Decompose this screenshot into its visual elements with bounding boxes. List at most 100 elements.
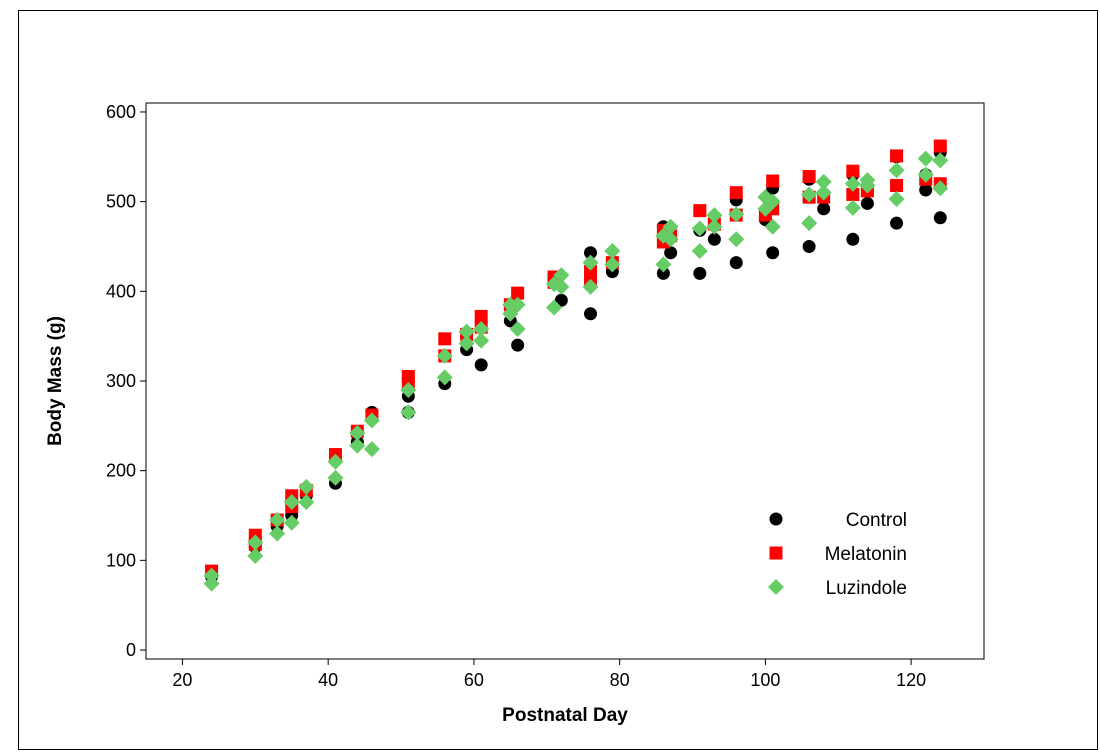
scatter-chart: 20 40 60 80 100 120 0 100 200 300 400 500 600 Contr… (45, 102, 985, 726)
luzindole-point (655, 256, 672, 273)
luzindole-point (691, 242, 708, 259)
luzindole-point (764, 218, 781, 235)
luzindole-point (728, 231, 745, 248)
luzindole-point (247, 547, 264, 564)
y-tick-label: 100 (106, 550, 136, 570)
melatonin-point (511, 286, 525, 300)
luzindole-point (298, 478, 315, 495)
luzindole-point (502, 305, 519, 322)
luzindole-point (436, 347, 453, 364)
legend-marker-control (769, 512, 783, 526)
legend-marker-melatonin (769, 546, 783, 560)
luzindole-point (436, 369, 453, 386)
luzindole-point (349, 437, 366, 454)
luzindole-point (728, 206, 745, 223)
legend-marker-luzindole (768, 579, 784, 595)
control-point (890, 216, 904, 230)
luzindole-point (917, 166, 934, 183)
y-tick-label: 200 (106, 461, 136, 481)
luzindole-point (801, 186, 818, 203)
y-tick-label: 600 (106, 102, 136, 122)
x-axis-title: Postnatal Day (502, 705, 628, 726)
luzindole-point (363, 441, 380, 458)
luzindole-point (706, 207, 723, 224)
y-axis: 0 100 200 300 400 500 600 (106, 102, 146, 660)
melatonin-point (438, 332, 452, 346)
melatonin-point (729, 186, 743, 200)
control-point (474, 358, 488, 372)
melatonin-point (474, 309, 488, 323)
melatonin-point (890, 149, 904, 163)
luzindole-point (706, 218, 723, 235)
luzindole-point (203, 575, 220, 592)
melatonin-point (890, 179, 904, 193)
control-point (656, 266, 670, 280)
luzindole-point (662, 218, 679, 235)
luzindole-point (582, 278, 599, 295)
luzindole-point (764, 193, 781, 210)
x-axis: 20 40 60 80 100 120 (172, 659, 926, 690)
x-tick-label: 60 (464, 670, 484, 690)
luzindole-point (247, 534, 264, 551)
melatonin-point (766, 174, 780, 188)
luzindole-point (604, 256, 621, 273)
luzindole-point (691, 220, 708, 237)
control-point (919, 183, 933, 197)
luzindole-point (327, 453, 344, 470)
luzindole-point (269, 525, 286, 542)
control-point (707, 232, 721, 246)
luzindole-point (859, 172, 876, 189)
luzindole-point (400, 381, 417, 398)
control-point (933, 211, 947, 225)
data-markers (203, 139, 949, 592)
luzindole-point (473, 332, 490, 349)
control-point (729, 256, 743, 270)
y-tick-label: 300 (106, 371, 136, 391)
luzindole-point (553, 278, 570, 295)
plot-area (145, 102, 985, 660)
control-point (846, 232, 860, 246)
control-point (664, 246, 678, 260)
luzindole-point (917, 150, 934, 167)
luzindole-point (888, 190, 905, 207)
y-tick-label: 400 (106, 281, 136, 301)
y-axis-title: Body Mass (g) (45, 316, 66, 446)
luzindole-point (203, 567, 220, 584)
luzindole-point (553, 267, 570, 284)
luzindole-point (546, 299, 563, 316)
x-tick-label: 20 (172, 670, 192, 690)
melatonin-point (846, 164, 860, 178)
luzindole-point (604, 242, 621, 259)
luzindole-point (349, 425, 366, 442)
y-tick-label: 500 (106, 192, 136, 212)
luzindole-point (473, 320, 490, 337)
melatonin-point (846, 187, 860, 201)
melatonin-point (401, 370, 415, 384)
melatonin-point (933, 139, 947, 153)
luzindole-point (932, 180, 949, 197)
legend-label-melatonin: Melatonin (825, 544, 907, 565)
luzindole-point (298, 494, 315, 511)
luzindole-point (815, 184, 832, 201)
legend: Control Melatonin Luzindole (768, 510, 907, 599)
control-point (860, 196, 874, 210)
legend-label-luzindole: Luzindole (826, 578, 907, 599)
control-point (817, 202, 831, 216)
control-point (584, 246, 598, 260)
luzindole-point (888, 162, 905, 179)
control-point (766, 246, 780, 260)
luzindole-point (269, 512, 286, 528)
luzindole-point (801, 215, 818, 232)
luzindole-point (932, 152, 949, 169)
luzindole-point (327, 469, 344, 486)
control-point (802, 239, 816, 253)
y-tick-label: 0 (126, 640, 136, 660)
control-point (693, 266, 707, 280)
legend-label-control: Control (846, 510, 907, 531)
chart-frame: 20 40 60 80 100 120 0 100 200 300 400 500 600 Contr… (18, 10, 1098, 750)
luzindole-point (844, 175, 861, 192)
luzindole-point (815, 173, 832, 190)
melatonin-point (693, 204, 707, 218)
x-tick-label: 80 (610, 670, 630, 690)
luzindole-point (400, 404, 417, 421)
